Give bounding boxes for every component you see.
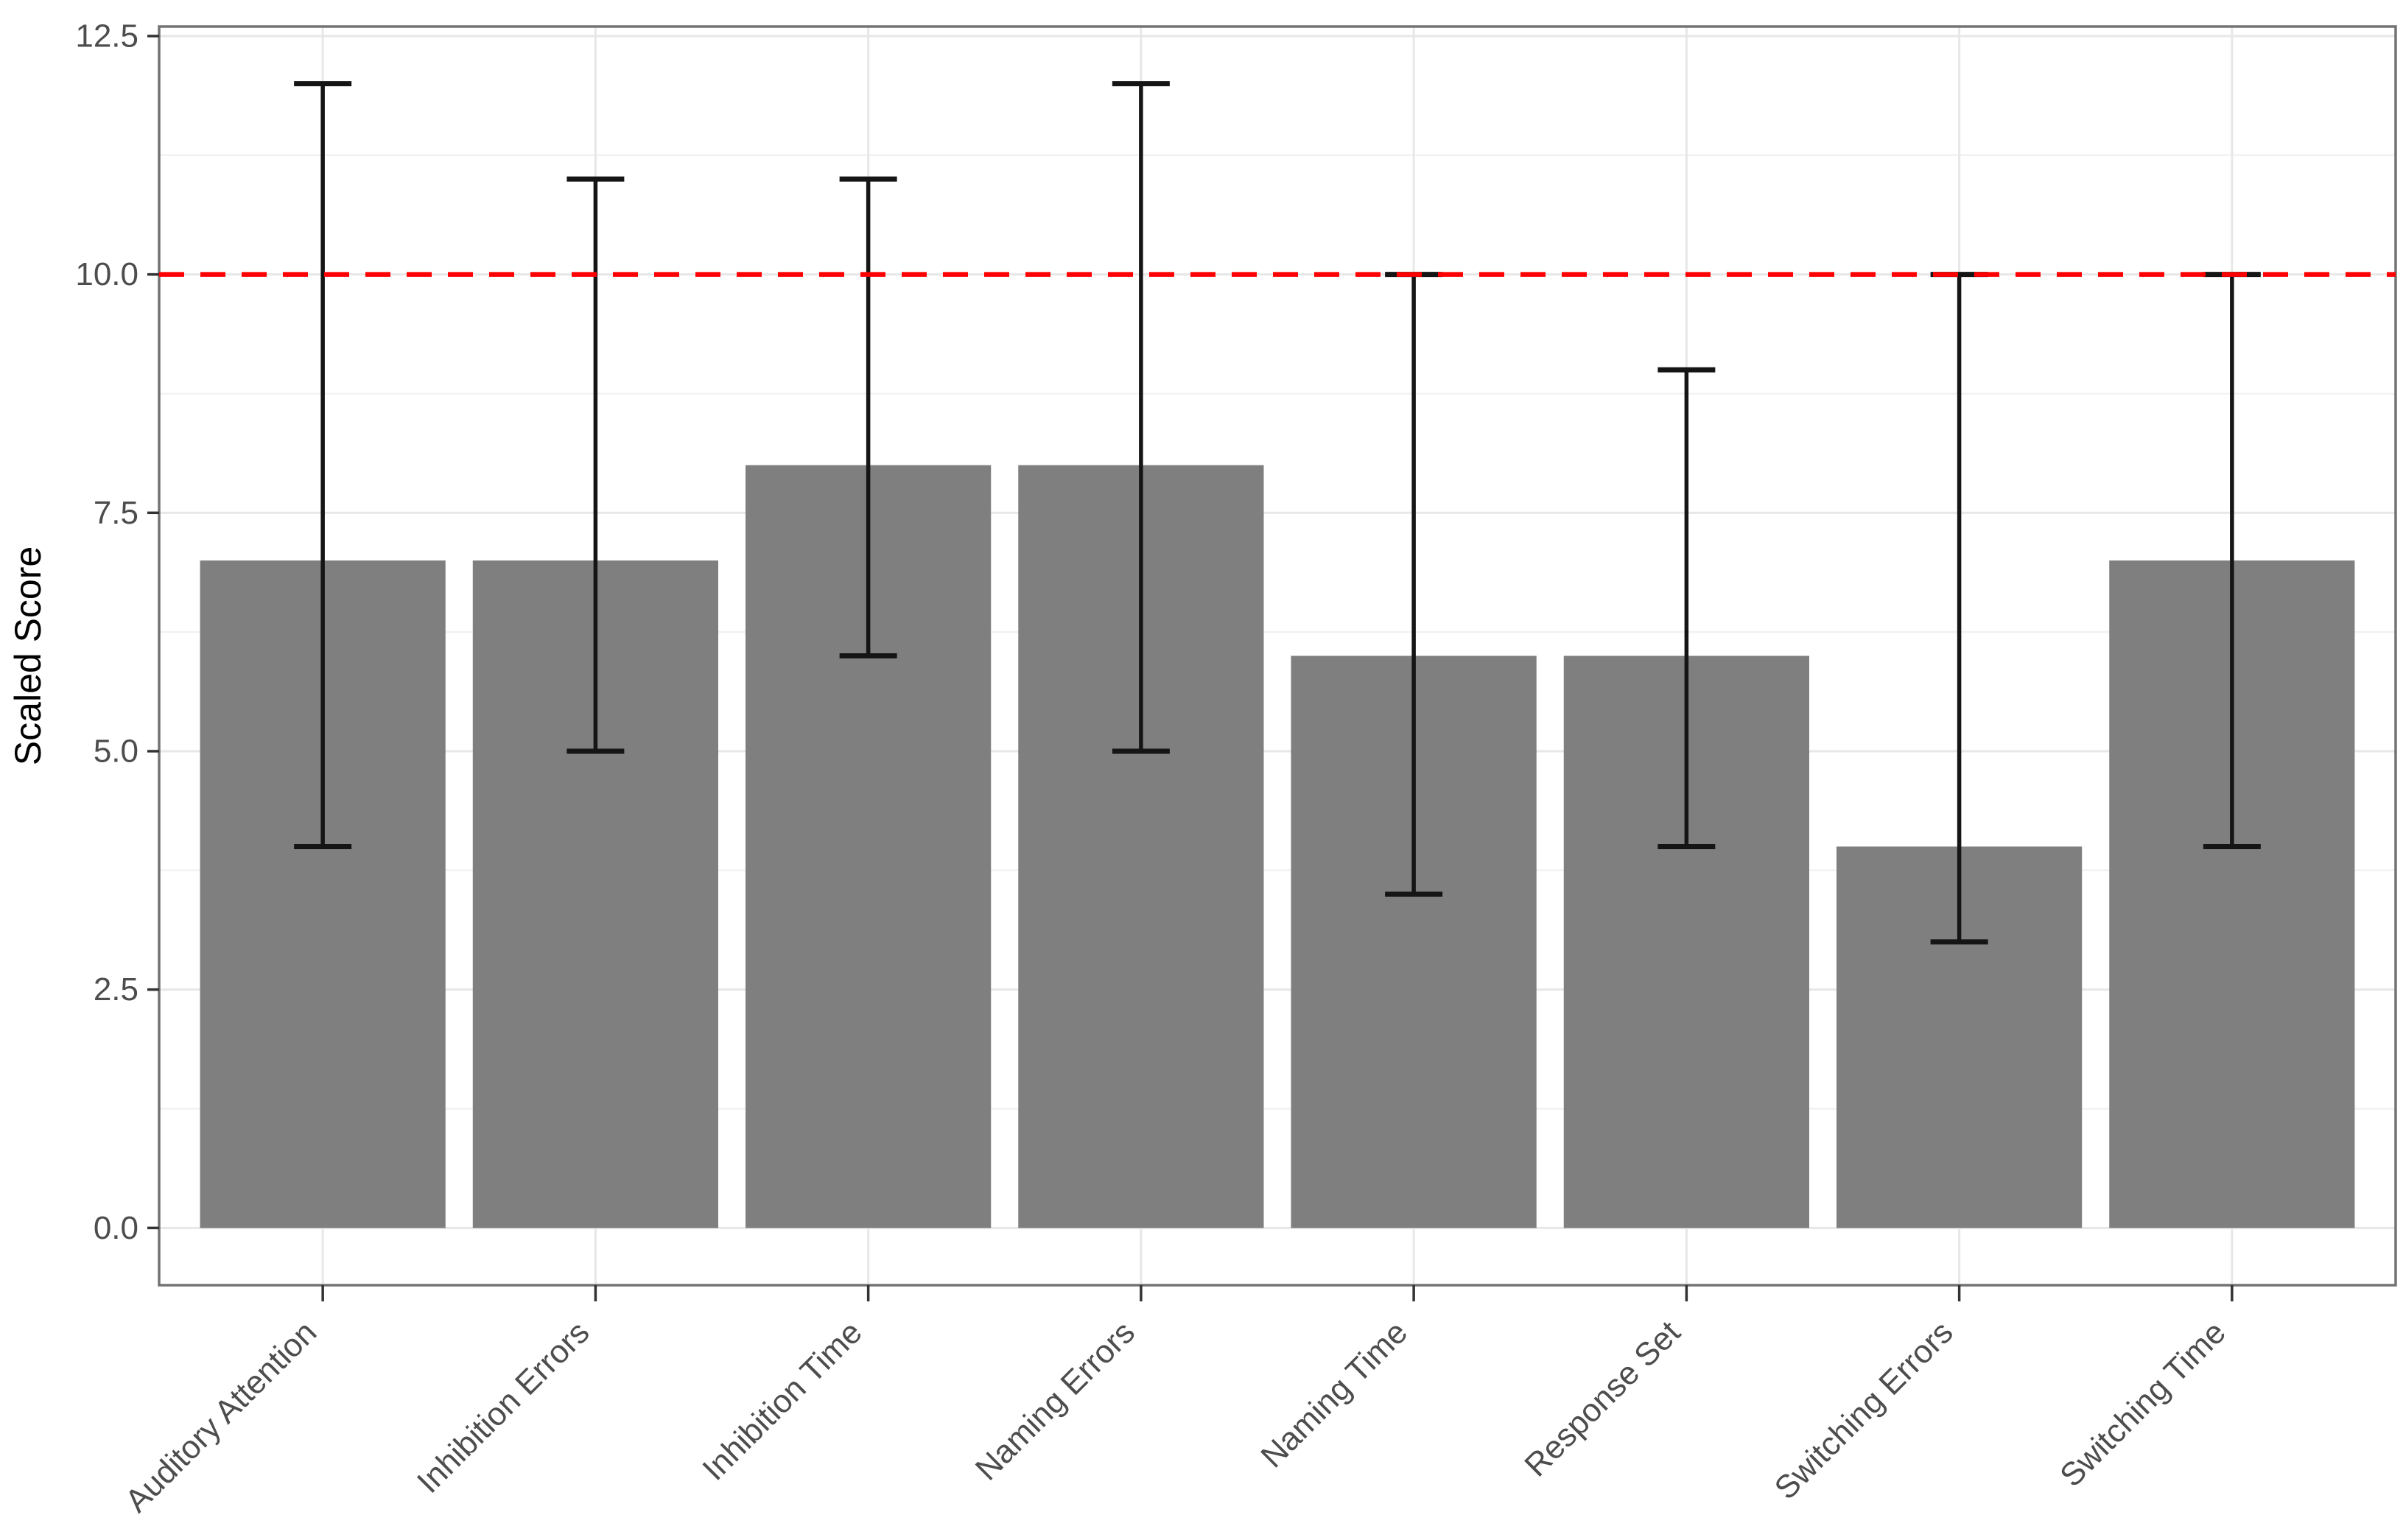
error-bar-auditory-attention (294, 81, 352, 849)
y-tick-label-4: 10.0 (75, 256, 138, 292)
y-tick-label-5: 12.5 (75, 18, 138, 54)
panel-border (158, 25, 2397, 1287)
y-tick-label-2: 5.0 (94, 733, 138, 769)
y-tick-label-1: 2.5 (94, 971, 138, 1008)
error-bar-naming-errors (1112, 81, 1170, 754)
y-axis-title: Scaled Score (7, 546, 49, 765)
error-bar-inhibition-time (839, 176, 897, 658)
y-tick-label-3: 7.5 (94, 495, 138, 531)
y-tick-label-0: 0.0 (94, 1210, 138, 1246)
error-bar-response-set (1657, 367, 1716, 849)
